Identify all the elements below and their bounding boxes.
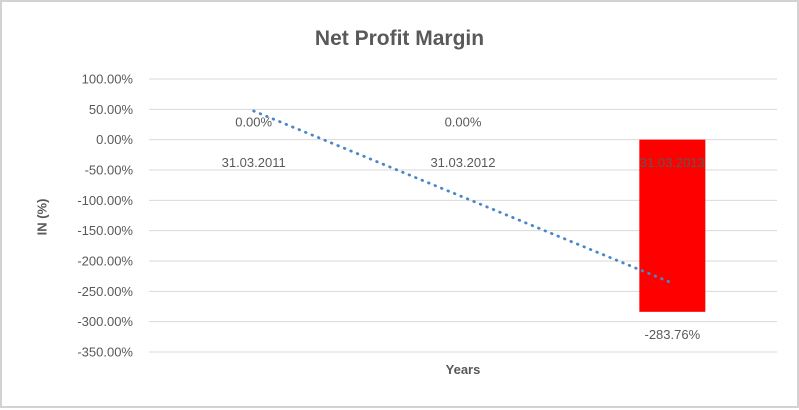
y-tick-label: -250.00%	[77, 284, 133, 299]
y-tick-label: -50.00%	[85, 163, 134, 178]
data-label: 0.00%	[235, 115, 272, 130]
x-category-label: 31.03.2012	[430, 155, 495, 170]
data-bar	[639, 139, 706, 312]
y-tick-label: -350.00%	[77, 345, 133, 360]
y-tick-label: -200.00%	[77, 254, 133, 269]
y-tick-label: 100.00%	[82, 72, 134, 87]
data-label: 0.00%	[445, 115, 482, 130]
x-axis-title: Years	[445, 362, 481, 377]
x-category-label: 31.03.2013	[640, 155, 705, 170]
y-tick-label: -100.00%	[77, 193, 133, 208]
y-tick-label: -150.00%	[77, 223, 133, 238]
y-tick-label: 0.00%	[96, 132, 133, 147]
y-tick-label: 50.00%	[89, 102, 134, 117]
x-category-label: 31.03.2011	[222, 155, 286, 170]
chart-title: Net Profit Margin	[314, 27, 485, 50]
y-tick-label: -300.00%	[77, 314, 133, 329]
trendline	[252, 109, 674, 285]
data-label: -283.76%	[645, 327, 701, 342]
